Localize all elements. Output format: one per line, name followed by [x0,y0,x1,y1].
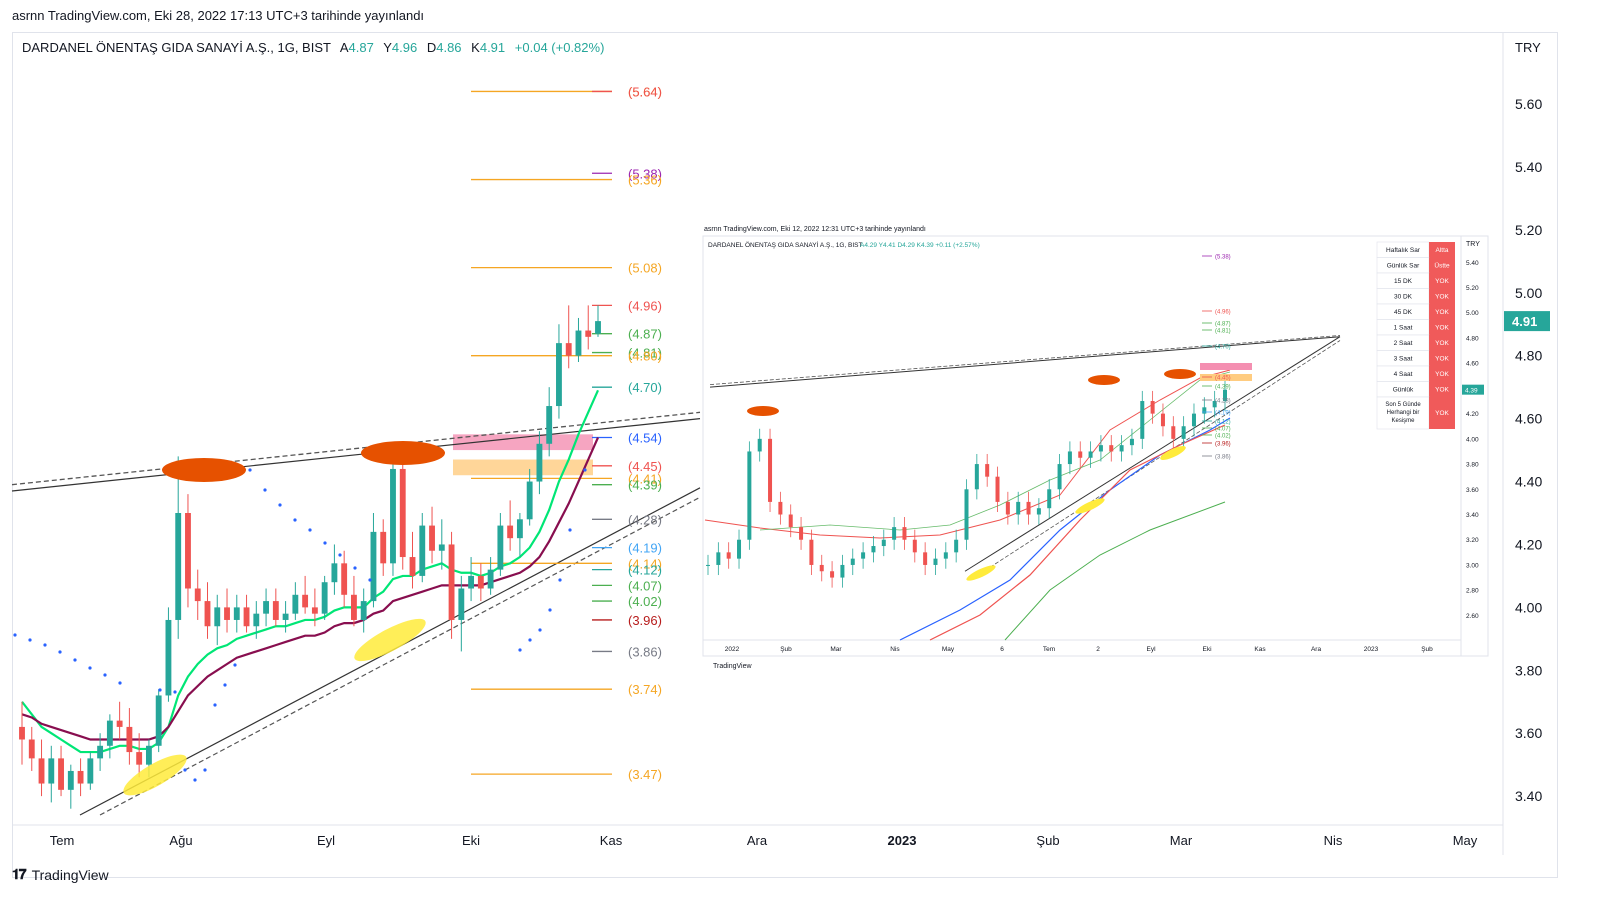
publish-line: asrnn TradingView.com, Eki 28, 2022 17:1… [12,8,425,23]
change-value: +0.04 (+0.82%) [514,40,605,55]
tradingview-logo-icon: 𝟏𝟕 [12,866,27,882]
brand-footer: 𝟏𝟕 TradingView [12,866,109,883]
open-label: A [339,40,349,55]
chart-frame [12,32,1558,878]
low-value: 4.86 [436,40,462,55]
brand-name: TradingView [31,866,109,883]
symbol-title: DARDANEL ÖNENTAŞ GIDA SANAYİ A.Ş., 1G, B… [22,40,331,55]
high-value: 4.96 [391,40,418,55]
low-label: D [426,40,437,55]
currency-label: TRY [1515,40,1541,55]
close-label: K [471,40,480,55]
symbol-header: DARDANEL ÖNENTAŞ GIDA SANAYİ A.Ş., 1G, B… [22,40,610,55]
close-value: 4.91 [479,40,506,55]
high-label: Y [383,40,392,55]
open-value: 4.87 [348,40,374,55]
